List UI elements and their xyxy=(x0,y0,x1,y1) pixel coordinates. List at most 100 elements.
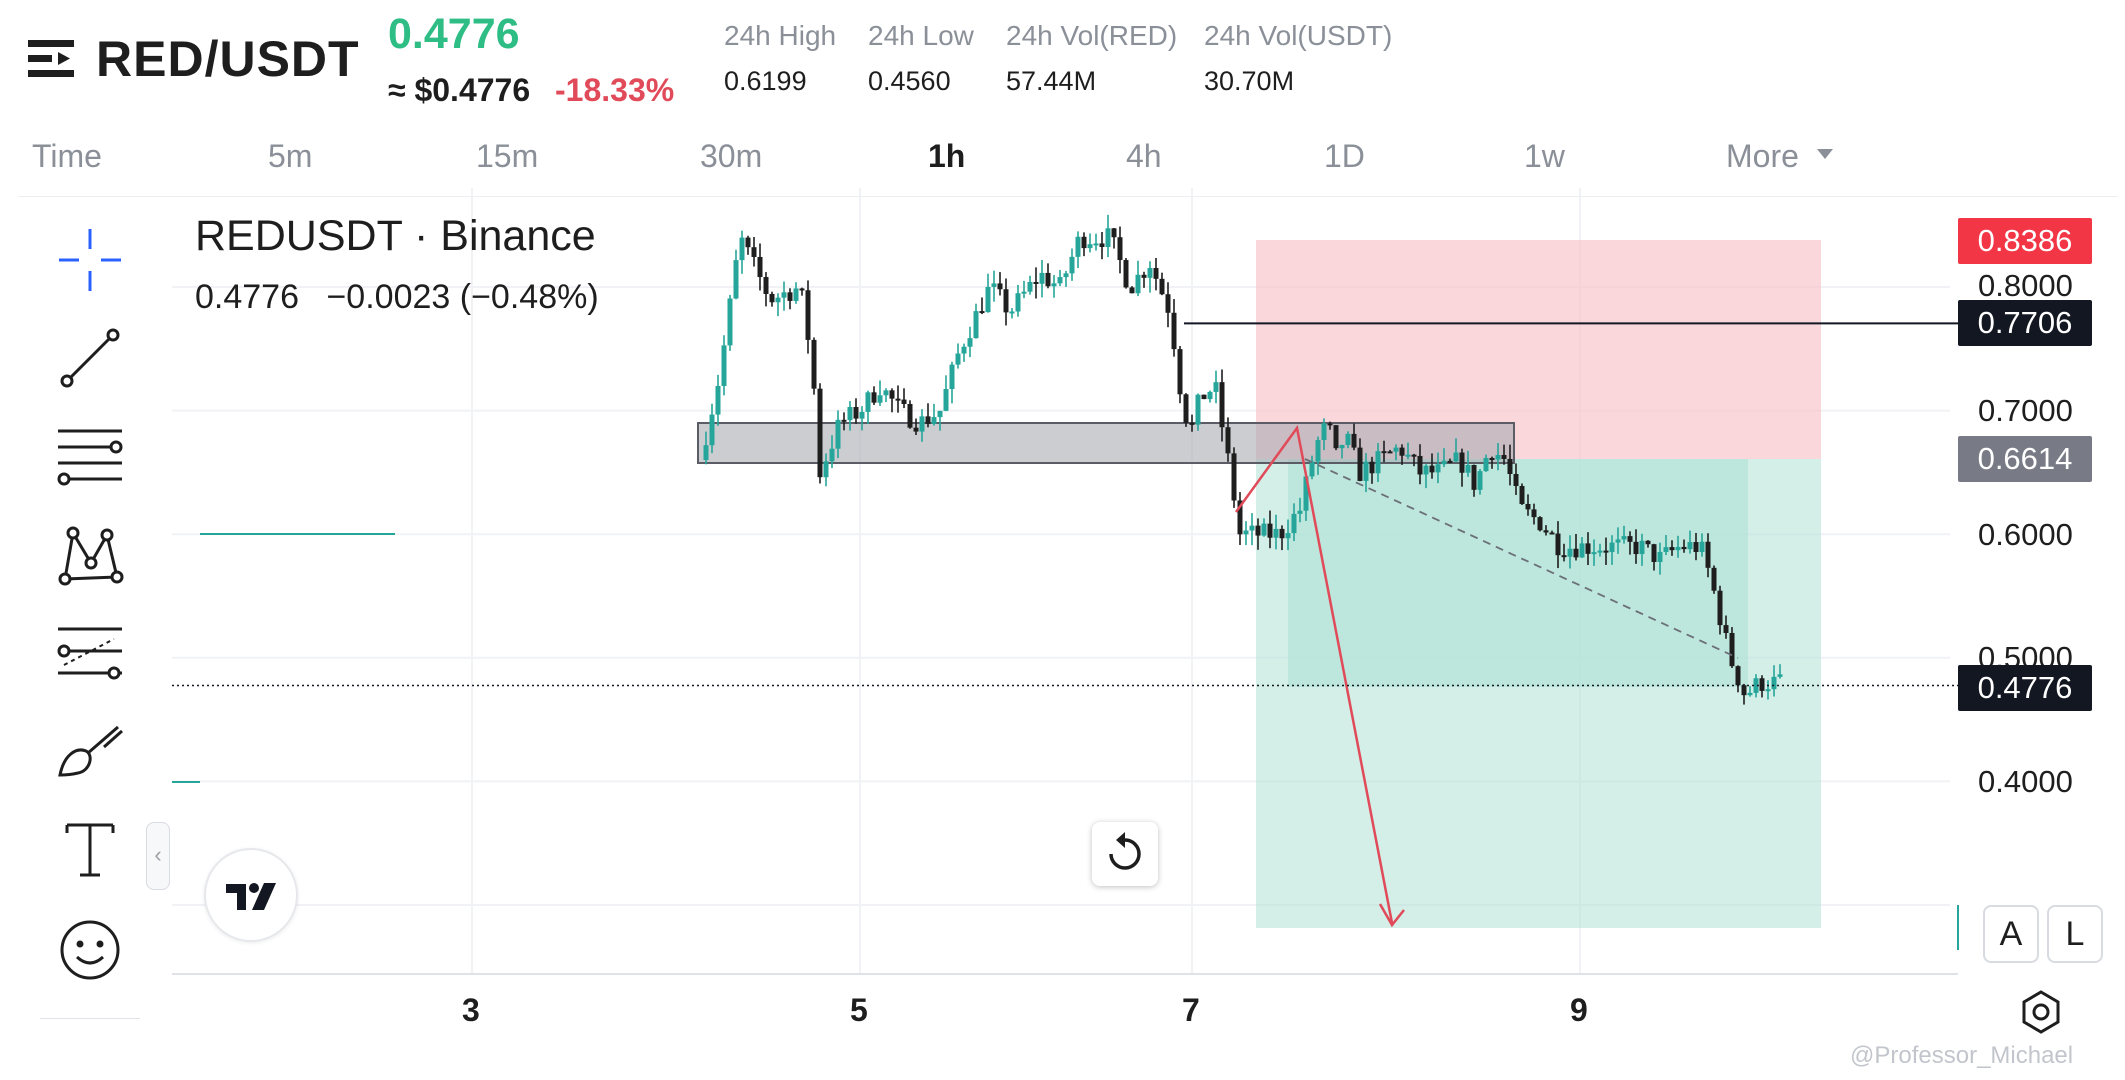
stat-24h-high: 24h High 0.6199 xyxy=(724,20,836,97)
candle-body xyxy=(1519,486,1525,504)
prediction-tool[interactable] xyxy=(46,608,134,696)
tab-4h[interactable]: 4h xyxy=(1126,138,1162,174)
stat-24h-low: 24h Low 0.4560 xyxy=(868,20,974,97)
price-axis-label: 0.6000 xyxy=(1978,517,2073,552)
date-axis-label: 5 xyxy=(850,992,868,1028)
candle-body xyxy=(1129,287,1135,294)
crosshair-icon xyxy=(59,229,121,291)
candle-body xyxy=(1249,525,1255,531)
candle-body xyxy=(1777,674,1783,677)
candle-body xyxy=(1105,228,1111,248)
candle-body xyxy=(1099,243,1105,248)
pattern-tool[interactable] xyxy=(46,510,134,598)
tradingview-logo[interactable] xyxy=(204,848,298,942)
ticker-header: RED/USDT 0.4776 ≈ $0.4776 -18.33% 24h Hi… xyxy=(0,0,2125,130)
candle-body xyxy=(1387,451,1393,454)
tab-5m[interactable]: 5m xyxy=(268,138,313,174)
candle-body xyxy=(1201,394,1207,400)
tab-15m[interactable]: 15m xyxy=(476,138,539,174)
stat-24h-vol-red: 24h Vol(RED) 57.44M xyxy=(1006,20,1177,97)
candle-body xyxy=(847,407,853,421)
candle-body xyxy=(1021,291,1027,294)
tab-time[interactable]: Time xyxy=(32,138,102,174)
candle-body xyxy=(1087,244,1093,249)
candle-body xyxy=(781,292,787,298)
candle-body xyxy=(1369,461,1375,474)
fib-retracement-tool[interactable] xyxy=(46,412,134,500)
settings-icon[interactable] xyxy=(2017,988,2065,1036)
crosshair-tool[interactable] xyxy=(46,216,134,304)
candle-body xyxy=(1015,293,1021,312)
candle-body xyxy=(1681,546,1687,550)
candle-body xyxy=(763,277,769,294)
date-axis-label: 3 xyxy=(462,992,480,1028)
projection-arrowhead xyxy=(1378,903,1405,928)
stat-value: 0.4560 xyxy=(868,66,951,96)
tab-more[interactable]: More xyxy=(1726,138,1834,175)
candle-body xyxy=(901,399,907,405)
log-scale-button[interactable]: L xyxy=(2047,905,2103,963)
stat-value: 0.6199 xyxy=(724,66,807,96)
candle-body xyxy=(1645,540,1651,545)
candle-body xyxy=(1321,423,1327,440)
candle-body xyxy=(1297,510,1303,514)
candle-body xyxy=(1093,243,1099,246)
candle-body xyxy=(1405,454,1411,457)
candle-body xyxy=(1147,267,1153,278)
tab-1d[interactable]: 1D xyxy=(1324,138,1365,174)
candle-body xyxy=(1237,500,1243,535)
reset-chart-button[interactable] xyxy=(1092,822,1158,886)
auto-scale-button[interactable]: A xyxy=(1983,905,2039,963)
tab-1w[interactable]: 1w xyxy=(1524,138,1565,174)
tab-1h[interactable]: 1h xyxy=(928,138,966,174)
candle-body xyxy=(1483,457,1489,472)
trend-line-tool[interactable] xyxy=(46,314,134,402)
candle-body xyxy=(1351,433,1357,448)
emoji-tool[interactable] xyxy=(46,906,134,994)
chart-legend-values: 0.4776 −0.0023 (−0.48%) xyxy=(195,278,617,317)
candle-body xyxy=(1393,447,1399,452)
stat-label: 24h High xyxy=(724,20,837,51)
candle-body xyxy=(1603,550,1609,553)
candle-body xyxy=(961,346,967,354)
candle-body xyxy=(967,338,973,347)
stat-label: 24h Low xyxy=(868,20,974,51)
candle-body xyxy=(733,260,739,299)
timeframe-tabs: Time 5m 15m 30m 1h 4h 1D 1w More xyxy=(0,138,2125,188)
toolbar-collapse-handle[interactable]: ‹ xyxy=(146,822,170,890)
candle-body xyxy=(811,339,817,389)
candle-body xyxy=(1339,445,1345,449)
candle-body xyxy=(1165,294,1171,313)
candle-body xyxy=(1075,236,1081,257)
brush-tool[interactable] xyxy=(46,706,134,794)
candle-body xyxy=(1579,543,1585,558)
menu-icon[interactable] xyxy=(28,38,74,80)
candle-body xyxy=(1507,458,1513,474)
candle-body xyxy=(1465,464,1471,473)
candle-body xyxy=(799,288,805,291)
candle-body xyxy=(1261,523,1267,536)
prediction-icon xyxy=(57,627,122,680)
text-tool[interactable] xyxy=(46,804,134,892)
candle-body xyxy=(1081,236,1087,249)
candle-body xyxy=(1657,551,1663,562)
candle-body xyxy=(715,385,721,415)
candle-body xyxy=(1045,272,1051,287)
candle-body xyxy=(739,237,745,261)
candle-body xyxy=(1375,451,1381,474)
candle-body xyxy=(1435,464,1441,473)
legend-price: 0.4776 xyxy=(195,278,299,316)
tabs-divider xyxy=(18,196,2118,197)
candle-body xyxy=(1273,528,1279,538)
candle-body xyxy=(841,419,847,422)
stat-24h-vol-usdt: 24h Vol(USDT) 30.70M xyxy=(1204,20,1392,97)
tab-30m[interactable]: 30m xyxy=(700,138,763,174)
candle-body xyxy=(703,445,709,461)
candle-body xyxy=(1741,685,1747,696)
candle-body xyxy=(1243,530,1249,535)
candle-body xyxy=(955,353,961,365)
pair-symbol[interactable]: RED/USDT xyxy=(96,31,360,87)
candle-body xyxy=(931,417,937,424)
candle-body xyxy=(1417,455,1423,475)
